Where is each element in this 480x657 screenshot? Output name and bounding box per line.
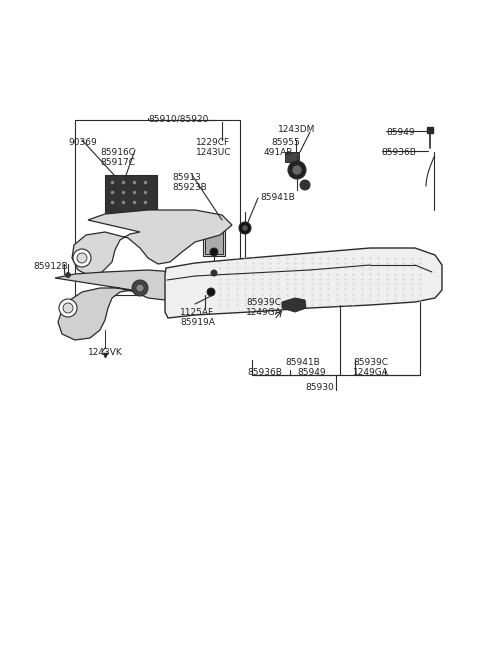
Circle shape xyxy=(77,253,87,263)
Text: 85936B: 85936B xyxy=(247,368,282,377)
Polygon shape xyxy=(165,248,442,318)
Bar xyxy=(203,228,225,256)
Circle shape xyxy=(242,225,248,231)
Text: 85917C: 85917C xyxy=(100,158,135,167)
Text: 85913: 85913 xyxy=(172,173,201,182)
Text: 85912B: 85912B xyxy=(33,262,68,271)
Polygon shape xyxy=(282,298,306,312)
Polygon shape xyxy=(55,270,200,340)
Circle shape xyxy=(63,303,73,313)
Text: 85919A: 85919A xyxy=(180,318,215,327)
Circle shape xyxy=(73,249,91,267)
Text: 85941B: 85941B xyxy=(260,193,295,202)
Text: 85910/85920: 85910/85920 xyxy=(148,115,208,124)
Bar xyxy=(285,152,299,162)
Bar xyxy=(105,175,157,213)
Text: 1243UC: 1243UC xyxy=(196,148,231,157)
Text: 1229CF: 1229CF xyxy=(196,138,230,147)
Circle shape xyxy=(207,288,215,296)
Text: 1243DM: 1243DM xyxy=(278,125,315,134)
Circle shape xyxy=(59,299,77,317)
Text: 1243VK: 1243VK xyxy=(88,348,123,357)
Text: 85941B: 85941B xyxy=(285,358,320,367)
Text: 85949: 85949 xyxy=(386,128,415,137)
Text: 85949: 85949 xyxy=(297,368,325,377)
Text: 1249GA: 1249GA xyxy=(246,308,282,317)
Text: 85939C: 85939C xyxy=(353,358,388,367)
Circle shape xyxy=(211,270,217,276)
Circle shape xyxy=(65,273,71,277)
Circle shape xyxy=(136,284,144,292)
Text: 85939C: 85939C xyxy=(246,298,281,307)
Text: 1249GA: 1249GA xyxy=(353,368,389,377)
Circle shape xyxy=(210,248,218,256)
Circle shape xyxy=(300,180,310,190)
Bar xyxy=(195,268,227,290)
Polygon shape xyxy=(72,210,232,276)
Text: 1125AF: 1125AF xyxy=(180,308,214,317)
Circle shape xyxy=(288,161,306,179)
Bar xyxy=(205,230,223,254)
Bar xyxy=(75,120,240,295)
Text: 90369: 90369 xyxy=(68,138,97,147)
Text: 85936B: 85936B xyxy=(381,148,416,157)
Text: 85955: 85955 xyxy=(271,138,300,147)
Text: 85916C: 85916C xyxy=(100,148,135,157)
Circle shape xyxy=(239,222,251,234)
Text: 85923B: 85923B xyxy=(172,183,207,192)
Bar xyxy=(197,270,225,288)
Text: 491AB: 491AB xyxy=(264,148,293,157)
Circle shape xyxy=(292,165,302,175)
Text: 85930: 85930 xyxy=(305,383,334,392)
Circle shape xyxy=(132,280,148,296)
